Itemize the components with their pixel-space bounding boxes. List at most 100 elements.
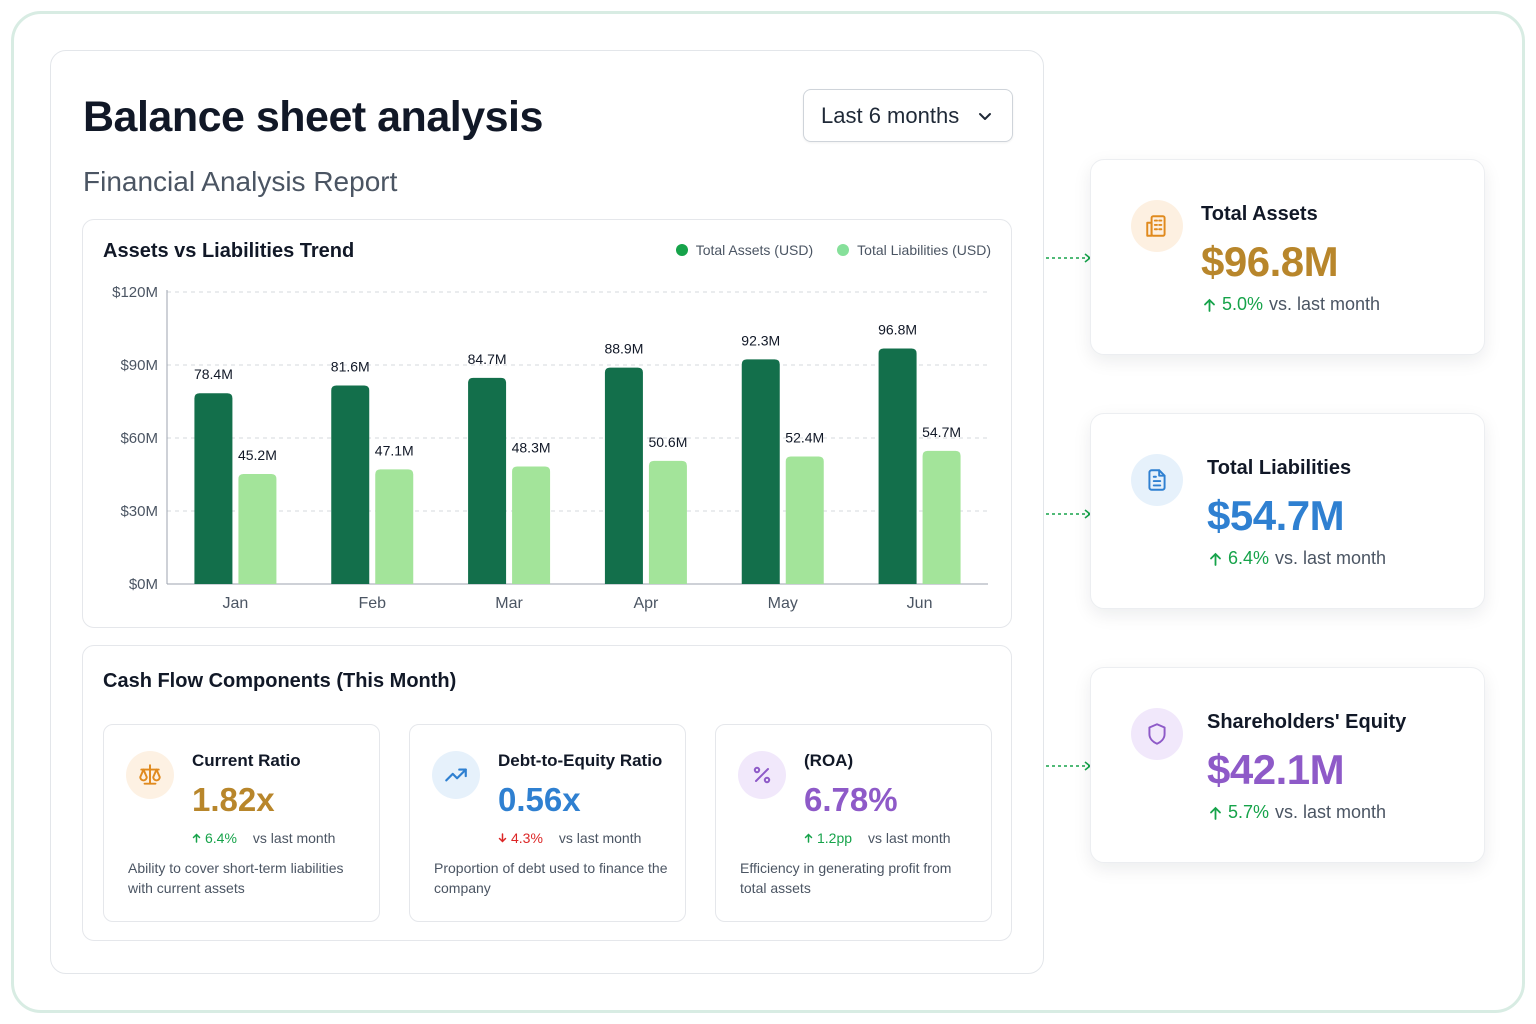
kpi-total-liabilities: Total Liabilities $54.7M 6.4% vs. last m… [1090, 413, 1485, 609]
y-tick-label: $90M [120, 357, 158, 374]
cash-flow-title: Cash Flow Components (This Month) [103, 670, 457, 692]
document-icon [1148, 469, 1166, 491]
data-label: 78.4M [194, 366, 233, 382]
legend-label-assets: Total Assets (USD) [695, 242, 814, 258]
metric-debt-to-equity: Debt-to-Equity Ratio 0.56x 4.3% vs last … [409, 724, 686, 922]
kpi-value: $54.7M [1207, 492, 1345, 539]
kpi-name: Total Assets [1201, 203, 1318, 225]
bar-liabilities [922, 450, 961, 584]
x-tick-label: May [768, 595, 798, 612]
x-tick-label: Apr [633, 595, 659, 612]
kpi-change: 5.0% vs. last month [1203, 294, 1380, 315]
y-tick-label: $120M [112, 284, 158, 301]
bar-assets [878, 348, 917, 584]
data-label: 92.3M [741, 332, 780, 348]
metric-change: 4.3% vs last month [498, 830, 641, 846]
arrow-up-icon [1210, 806, 1221, 820]
metric-change-value: 6.4% [192, 830, 237, 846]
bar-liabilities [785, 456, 824, 584]
data-label: 96.8M [878, 321, 917, 337]
arrow-up-icon [1204, 298, 1215, 312]
arrow-up-icon [1210, 552, 1221, 566]
kpi-vs-text: vs. last month [1275, 548, 1387, 568]
y-tick-label: $0M [129, 576, 158, 593]
data-label: 47.1M [375, 442, 414, 458]
page-title: Balance sheet analysis [83, 93, 543, 141]
metric-change-text: 6.4% [205, 830, 237, 846]
metric-vs-text: vs last month [868, 830, 951, 846]
kpi-name: Total Liabilities [1207, 457, 1352, 479]
metric-current-ratio: Current Ratio 1.82x 6.4% vs last month A… [103, 724, 380, 922]
legend-item-liabilities: Total Liabilities (USD) [837, 242, 991, 258]
kpi-value: $42.1M [1207, 746, 1345, 793]
metric-change-value: 1.2pp [804, 830, 852, 846]
kpi-change-value: 5.7% [1228, 802, 1270, 822]
x-tick-label: Feb [358, 595, 386, 612]
data-label: 88.9M [604, 341, 643, 357]
metric-icon-wrap [738, 751, 786, 799]
chart-legend: Total Assets (USD) Total Liabilities (US… [675, 242, 991, 258]
x-tick-label: Jan [223, 595, 249, 612]
data-label: 50.6M [648, 434, 687, 450]
data-label: 48.3M [512, 439, 551, 455]
period-select-value: Last 6 months [821, 102, 960, 128]
bar-liabilities [648, 460, 687, 584]
arrow-up-icon [192, 833, 201, 843]
chevron-down-icon [979, 113, 991, 120]
metric-vs-text: vs last month [558, 830, 642, 846]
bar-assets [604, 367, 643, 584]
chart-card: $0M $30M $60M $90M $120M 78.4M 45.2M Jan 81.6M 47… [82, 219, 1012, 628]
metric-change: 6.4% vs last month [192, 830, 335, 846]
bar-assets [331, 385, 370, 584]
kpi-icon-wrap [1131, 454, 1183, 506]
metric-description: Ability to cover short-term liabilities … [128, 860, 344, 896]
kpi-vs-text: vs. last month [1269, 294, 1381, 314]
metric-name: Debt-to-Equity Ratio [498, 751, 663, 770]
building-icon [1146, 215, 1166, 237]
bar-assets [468, 377, 507, 584]
metric-change-value: 4.3% [498, 830, 543, 846]
kpi-icon-wrap [1131, 708, 1183, 760]
connector-arrow-assets [1046, 253, 1092, 263]
data-label: 45.2M [238, 447, 277, 463]
data-label: 81.6M [331, 358, 370, 374]
connector-arrow-liabilities [1046, 509, 1092, 519]
scale-icon [139, 764, 161, 785]
chart-title: Assets vs Liabilities Trend [103, 240, 355, 262]
data-label: 54.7M [922, 424, 961, 440]
metric-icon-wrap [432, 751, 480, 799]
kpi-total-assets: Total Assets $96.8M 5.0% vs. last month [1090, 159, 1485, 355]
data-label: 84.7M [468, 351, 507, 367]
shield-icon [1148, 723, 1166, 745]
metric-description: Efficiency in generating profit from tot… [740, 860, 952, 896]
metric-vs-text: vs last month [252, 830, 336, 846]
data-label: 52.4M [785, 429, 824, 445]
kpi-change-value: 6.4% [1228, 548, 1270, 568]
legend-dot-assets [675, 244, 688, 256]
bar-assets [194, 393, 233, 584]
metric-value: 6.78% [804, 781, 898, 818]
legend-item-assets: Total Assets (USD) [675, 242, 814, 258]
period-select[interactable]: Last 6 months [803, 89, 1013, 142]
connector-arrow-equity [1046, 761, 1092, 771]
kpi-change: 6.4% vs. last month [1209, 548, 1386, 569]
bar-liabilities [375, 469, 414, 584]
metric-roa: (ROA) 6.78% 1.2pp vs last month Efficien… [715, 724, 992, 922]
trend-up-icon [445, 768, 467, 782]
cash-flow-card: Cash Flow Components (This Month) Curren… [82, 645, 1012, 941]
kpi-change-value: 5.0% [1222, 294, 1264, 314]
metric-name: Current Ratio [192, 751, 301, 770]
metric-value: 1.82x [192, 781, 275, 818]
metric-value: 0.56x [498, 781, 581, 818]
kpi-shareholders-equity: Shareholders' Equity $42.1M 5.7% vs. las… [1090, 667, 1485, 863]
metric-icon-wrap [126, 751, 174, 799]
arrow-down-icon [498, 833, 507, 843]
legend-label-liabilities: Total Liabilities (USD) [857, 242, 991, 258]
bar-liabilities [238, 474, 277, 584]
metric-description: Proportion of debt used to finance the c… [434, 860, 668, 896]
x-tick-label: Mar [495, 595, 523, 612]
bar-assets [741, 359, 780, 584]
legend-dot-liabilities [837, 244, 850, 256]
metric-change-text: 4.3% [511, 830, 543, 846]
page-subtitle: Financial Analysis Report [83, 166, 398, 197]
